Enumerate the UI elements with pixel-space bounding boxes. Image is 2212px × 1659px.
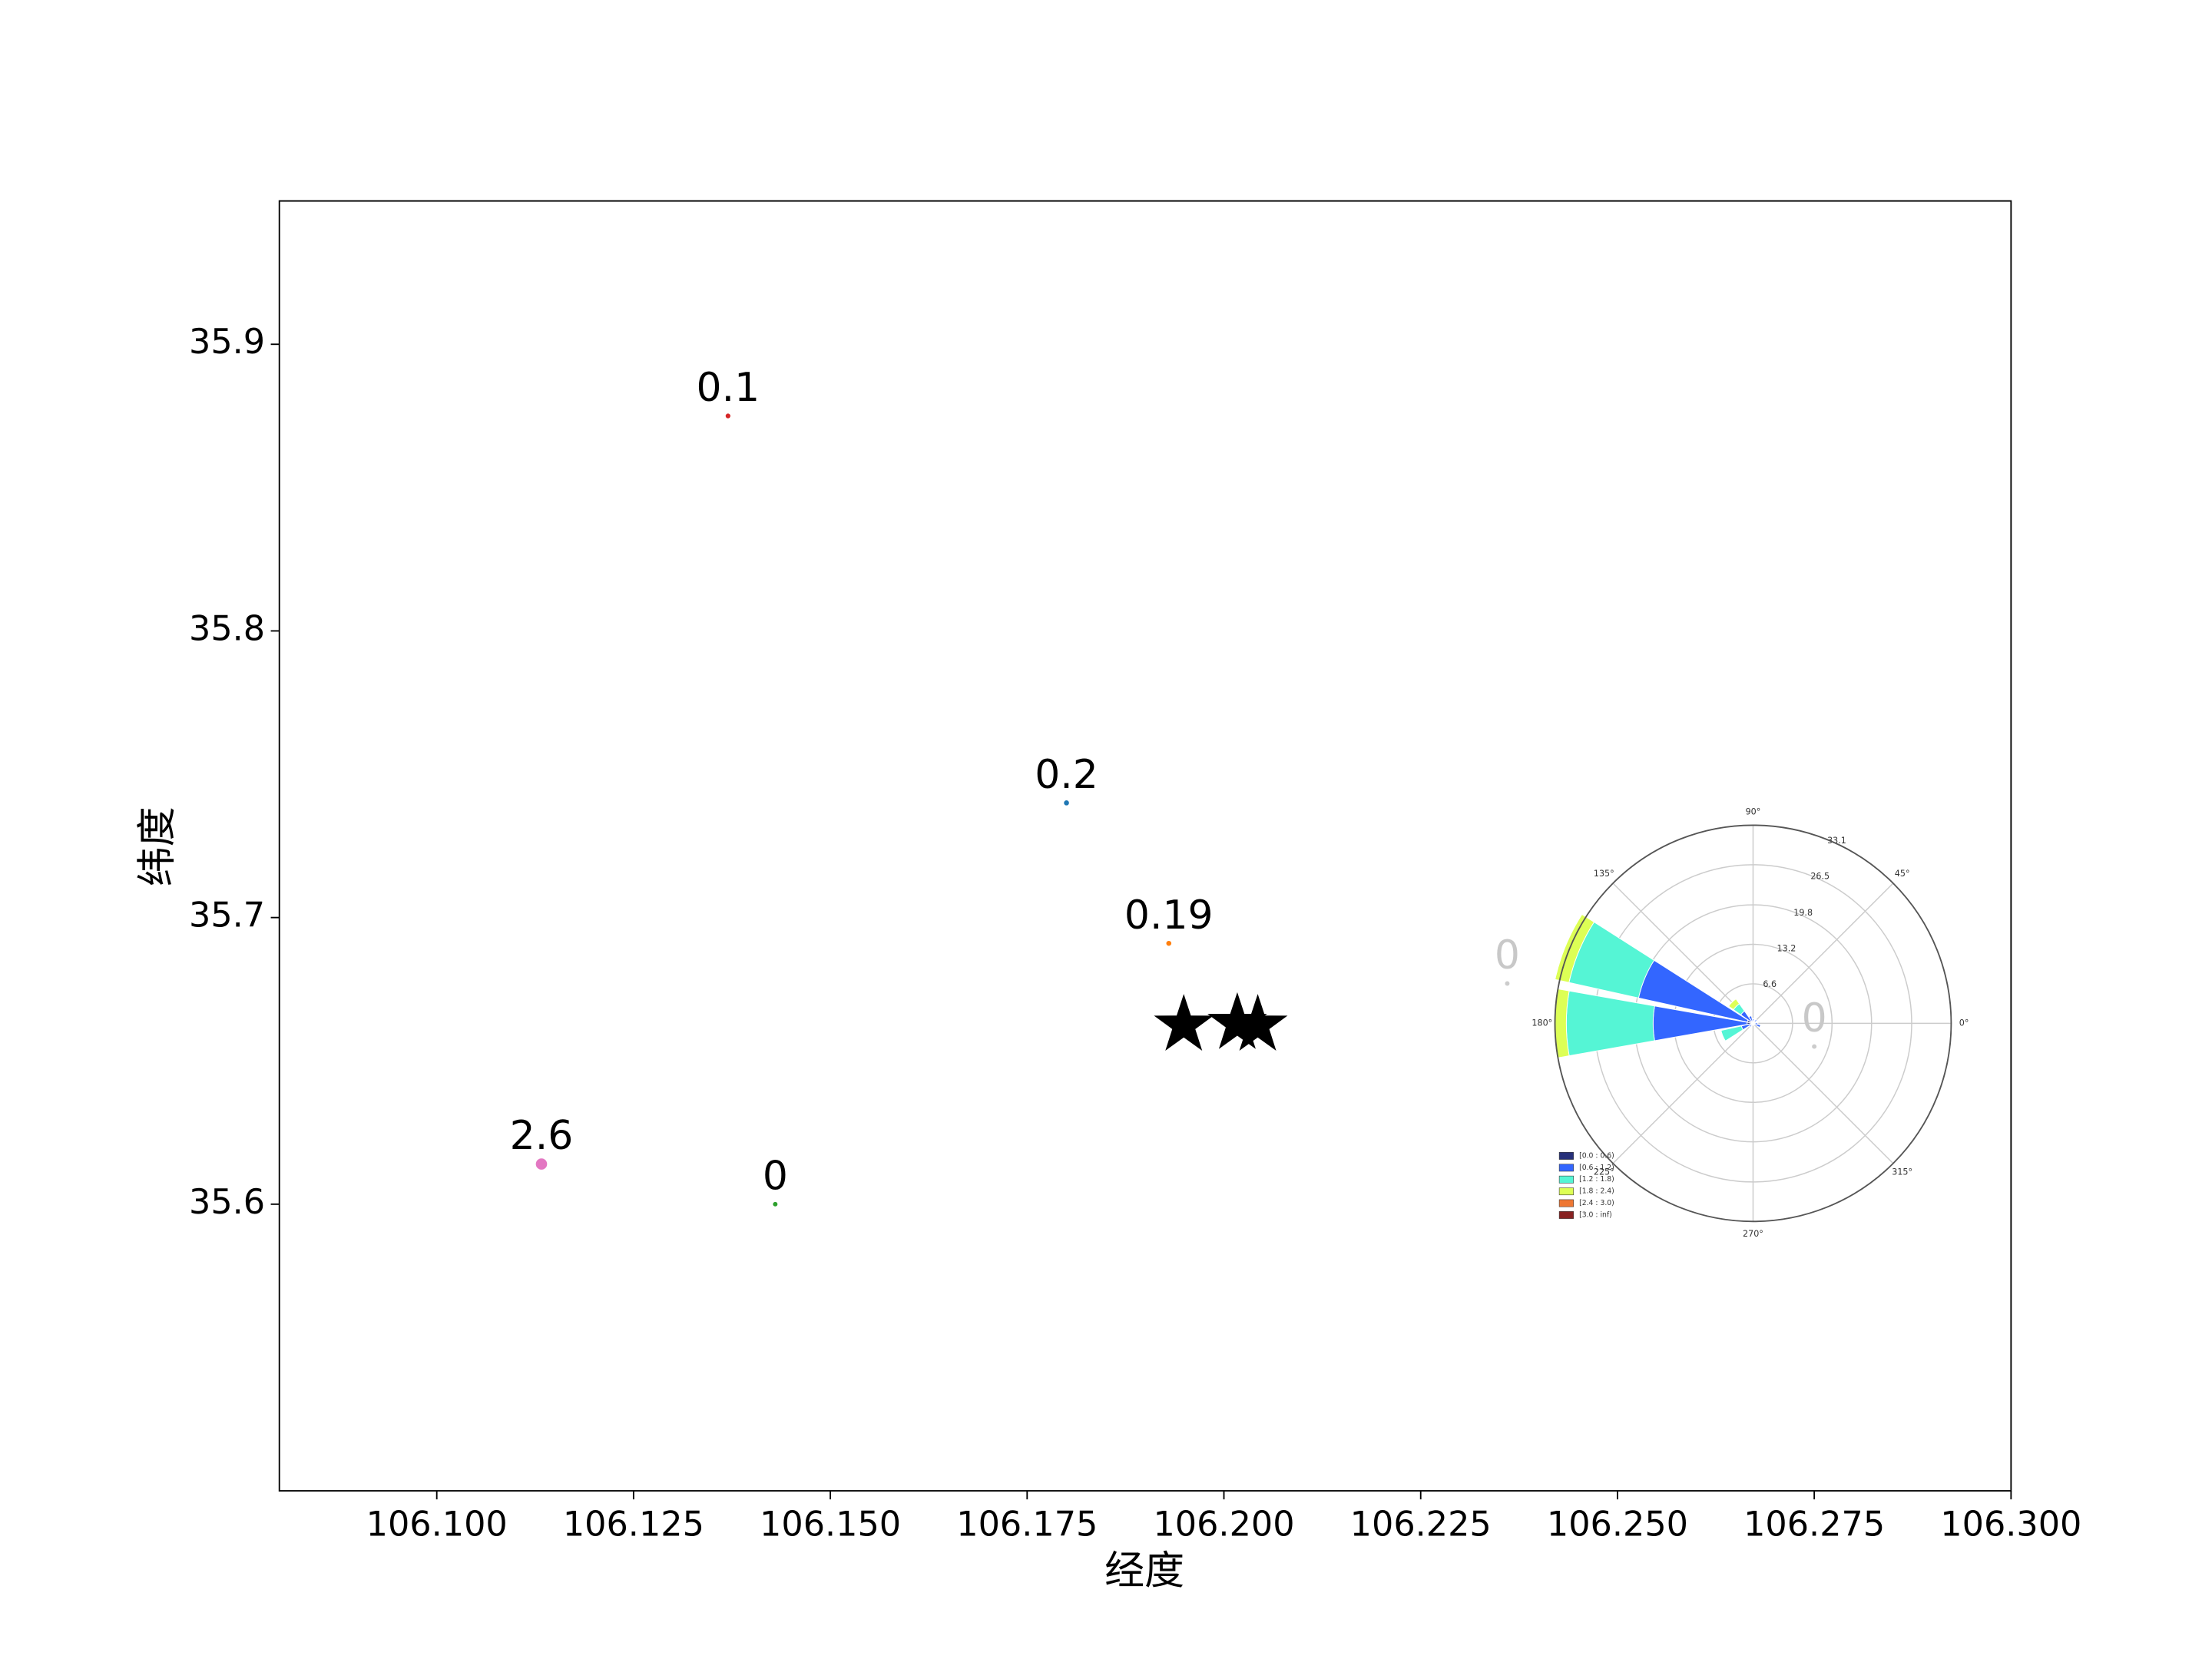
x-tick-label: 106.300 [1940,1504,2081,1544]
station-point [1505,981,1510,986]
angular-grid [1612,882,1753,1024]
station-point [1166,940,1172,946]
angular-grid [1752,882,1894,1024]
polar-frame [1554,824,1952,1223]
legend-label: [0.0 : 0.6) [1579,1151,1614,1160]
value-label: 2.6 [510,1113,574,1159]
y-tick-label: 35.9 [189,322,265,362]
angular-grid [1612,1022,1753,1164]
value-label: 0 [763,1153,788,1199]
station-point [535,1158,548,1170]
legend-swatch [1558,1199,1574,1207]
angular-tick-label: 270° [1743,1229,1763,1239]
star-marker [1227,994,1288,1051]
station-point [1064,800,1069,806]
radial-tick-label: 19.8 [1793,908,1813,918]
plot-frame [278,200,2012,1492]
angular-tick-label: 315° [1892,1167,1912,1177]
x-tick-label: 106.175 [956,1504,1098,1544]
x-tick-label: 106.200 [1153,1504,1294,1544]
star-marker [1154,994,1214,1051]
radial-tick-label: 26.5 [1810,872,1830,882]
rose-segment [1555,914,1583,980]
angular-grid [1752,1022,1894,1164]
legend-label: [2.4 : 3.0) [1579,1199,1614,1207]
rose-segment [1720,1030,1726,1041]
rose-segment [1553,988,1558,1058]
angular-tick-label: 225° [1594,1167,1614,1177]
legend-label: [1.2 : 1.8) [1579,1175,1614,1184]
legend-label: [3.0 : inf) [1579,1210,1612,1219]
y-axis-label: 纬度 [134,806,180,886]
radial-tick-label: 13.2 [1777,943,1796,953]
y-tick-label: 35.8 [189,608,265,648]
x-tick-label: 106.275 [1743,1504,1885,1544]
legend-swatch [1558,1175,1574,1184]
y-tick-label: 35.7 [189,896,265,935]
angular-tick-label: 180° [1532,1018,1552,1028]
y-tick-label: 35.6 [189,1182,265,1222]
rose-segment [1755,1018,1757,1022]
legend-label: [1.8 : 2.4) [1579,1187,1614,1196]
x-tick-label: 106.225 [1350,1504,1492,1544]
value-label: 0 [1495,932,1520,979]
value-label: 0 [1802,995,1827,1041]
x-tick-label: 106.150 [760,1504,901,1544]
angular-tick-label: 90° [1746,807,1761,817]
x-axis-label: 经度 [1104,1548,1184,1594]
radial-tick-label: 33.1 [1827,836,1846,846]
station-point [725,413,731,419]
x-tick-label: 106.125 [563,1504,704,1544]
angular-tick-label: 135° [1594,869,1614,879]
value-label: 0.19 [1124,892,1214,939]
legend-swatch [1558,1152,1574,1160]
station-point [773,1201,778,1207]
angular-tick-label: 45° [1895,869,1910,879]
legend-swatch [1558,1187,1574,1196]
x-tick-label: 106.250 [1547,1504,1688,1544]
legend-label: [0.6 : 1.2) [1579,1164,1614,1172]
value-label: 0.1 [697,365,760,411]
legend-swatch [1558,1164,1574,1172]
radial-tick-label: 6.6 [1763,979,1777,989]
rose-segment [1748,1025,1751,1028]
value-label: 0.2 [1035,752,1098,798]
legend-swatch [1558,1211,1574,1219]
x-tick-label: 106.100 [366,1504,508,1544]
angular-tick-label: 0° [1959,1018,1969,1028]
station-point [1812,1044,1817,1049]
